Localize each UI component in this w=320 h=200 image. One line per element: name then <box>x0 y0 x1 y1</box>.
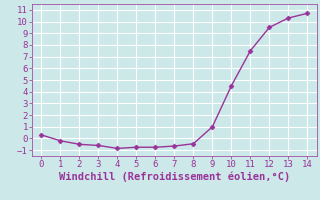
X-axis label: Windchill (Refroidissement éolien,°C): Windchill (Refroidissement éolien,°C) <box>59 172 290 182</box>
